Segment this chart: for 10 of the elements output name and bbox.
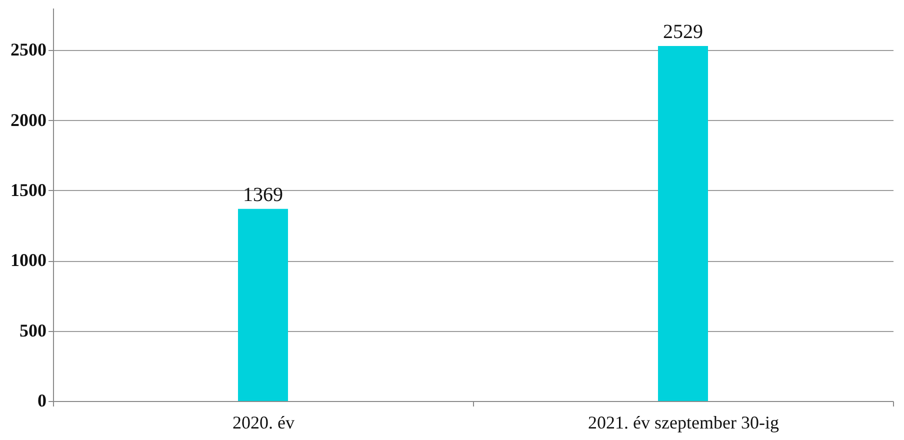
x-tick-label: 2021. év szeptember 30-ig [588, 412, 779, 432]
data-label: 2529 [663, 21, 703, 44]
y-tick-label: 1500 [10, 180, 46, 200]
y-tick-label: 2000 [10, 110, 46, 130]
y-tick-label: 1000 [10, 250, 46, 270]
x-tick-label: 2020. év [232, 412, 294, 432]
y-tick-label: 500 [20, 320, 46, 340]
data-label: 1369 [243, 184, 283, 206]
y-tick-label: 2500 [10, 40, 46, 60]
y-tick-label: 0 [38, 390, 46, 410]
